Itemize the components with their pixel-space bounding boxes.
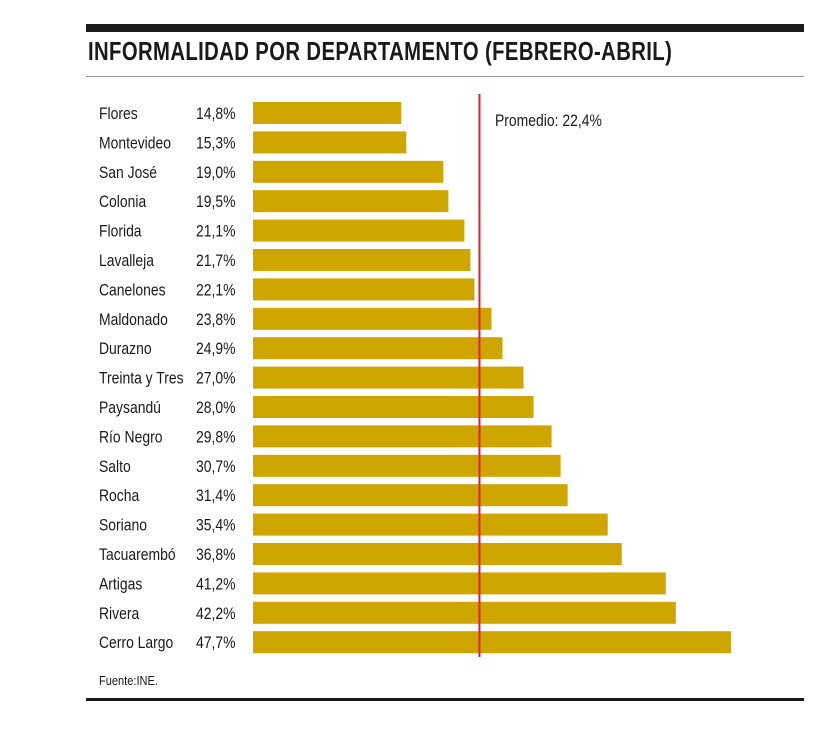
title-divider (86, 76, 804, 77)
value-label: 14,8% (196, 105, 236, 124)
bar (253, 601, 676, 624)
value-label: 15,3% (196, 134, 236, 153)
value-label: 28,0% (196, 399, 236, 418)
value-label: 21,7% (196, 252, 236, 271)
bottom-bar (86, 698, 804, 701)
value-label: 31,4% (196, 487, 236, 506)
category-label: Colonia (99, 193, 147, 212)
category-label: Durazno (99, 340, 152, 359)
category-label: Treinta y Tres (99, 369, 184, 388)
category-label: Flores (99, 105, 138, 124)
value-label: 30,7% (196, 458, 236, 477)
category-label: Rivera (99, 605, 140, 624)
source-note: Fuente:INE. (99, 673, 158, 688)
category-label: Canelones (99, 281, 166, 300)
value-label: 22,1% (196, 281, 236, 300)
bar (253, 366, 524, 389)
value-label: 19,5% (196, 193, 236, 212)
value-label: 42,2% (196, 605, 236, 624)
value-label: 19,0% (196, 164, 236, 183)
category-label: Montevideo (99, 134, 171, 153)
category-label: Soriano (99, 516, 147, 535)
bar (253, 631, 731, 654)
category-label: Lavalleja (99, 252, 154, 271)
value-label: 41,2% (196, 575, 236, 594)
value-label: 29,8% (196, 428, 236, 447)
value-label: 27,0% (196, 369, 236, 388)
bar (253, 307, 492, 330)
bar (253, 572, 666, 595)
bar (253, 160, 444, 183)
value-label: 21,1% (196, 222, 236, 241)
category-label: Cerro Largo (99, 634, 173, 653)
bar (253, 513, 608, 536)
category-label: Rocha (99, 487, 140, 506)
category-label: Florida (99, 222, 142, 241)
value-label: 47,7% (196, 634, 236, 653)
bar (253, 131, 407, 154)
category-label: Tacuarembó (99, 546, 176, 565)
bar (253, 278, 475, 301)
category-label: Salto (99, 458, 131, 477)
category-label: Maldonado (99, 311, 168, 330)
chart-title: INFORMALIDAD POR DEPARTAMENTO (FEBRERO-A… (88, 36, 673, 66)
bar (253, 454, 561, 477)
value-label: 36,8% (196, 546, 236, 565)
bar (253, 337, 503, 360)
value-label: 24,9% (196, 340, 236, 359)
category-label: Artigas (99, 575, 143, 594)
bar (253, 543, 622, 565)
category-label: San José (99, 164, 157, 183)
category-label: Río Negro (99, 428, 162, 447)
bar (253, 425, 552, 448)
bar (253, 249, 471, 271)
bar (253, 484, 568, 507)
value-label: 23,8% (196, 311, 236, 330)
bar (253, 190, 449, 213)
value-label: 35,4% (196, 516, 236, 535)
bar (253, 102, 402, 124)
bar (253, 219, 465, 242)
bar (253, 396, 534, 418)
average-label: Promedio: 22,4% (495, 112, 602, 131)
category-label: Paysandú (99, 399, 161, 418)
top-bar (86, 24, 804, 32)
